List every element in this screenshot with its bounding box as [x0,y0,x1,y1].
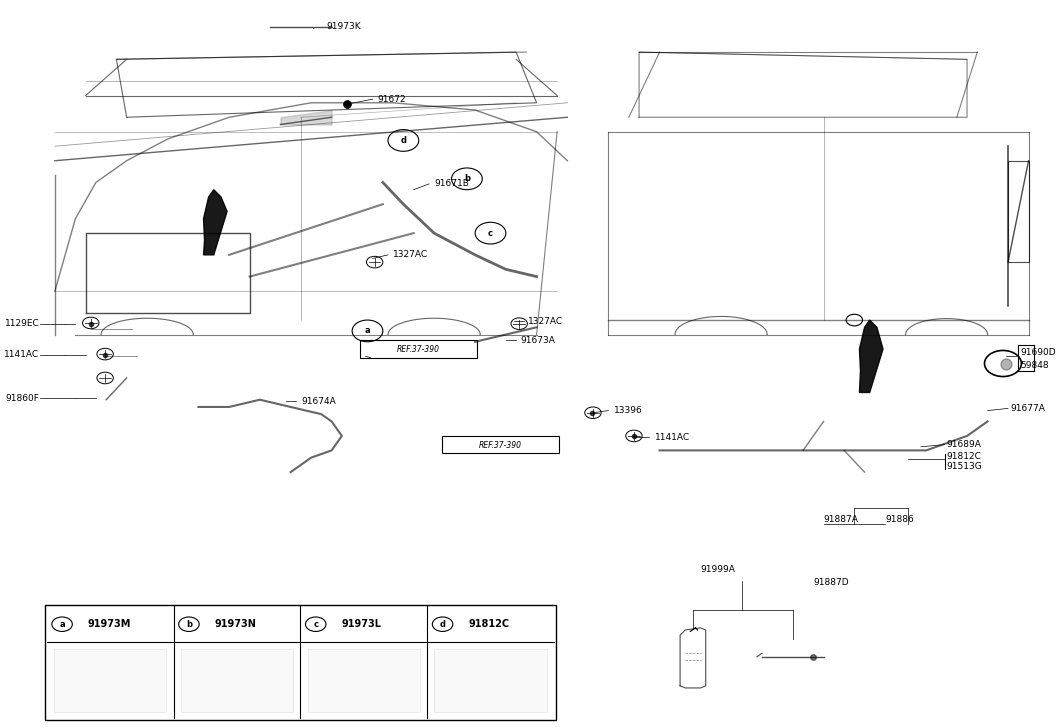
Text: a: a [60,619,65,629]
FancyBboxPatch shape [45,605,556,720]
Text: REF.37-390: REF.37-390 [398,345,440,354]
FancyBboxPatch shape [181,648,293,712]
Text: 91886: 91886 [885,515,914,523]
Text: b: b [186,619,192,629]
Text: b: b [463,174,470,183]
Text: 91999A: 91999A [701,566,736,574]
Text: 91677A: 91677A [1010,404,1045,413]
Text: REF.37-390: REF.37-390 [479,441,522,450]
Text: 91673A: 91673A [520,336,555,345]
Text: 91860F: 91860F [5,394,39,403]
Text: 91973M: 91973M [88,619,131,630]
Text: c: c [314,619,318,629]
Polygon shape [203,190,227,255]
Text: 1141AC: 1141AC [655,433,690,442]
FancyBboxPatch shape [360,340,477,358]
FancyBboxPatch shape [307,648,420,712]
Text: 1327AC: 1327AC [528,317,563,326]
FancyBboxPatch shape [435,648,546,712]
Text: 13396: 13396 [613,406,642,415]
Text: 91973L: 91973L [341,619,382,630]
Text: 91887D: 91887D [813,578,849,587]
FancyBboxPatch shape [54,648,167,712]
Text: d: d [401,136,406,145]
Text: 1129EC: 1129EC [4,319,39,328]
Text: 59848: 59848 [1020,361,1049,370]
Text: 91690D: 91690D [1020,348,1056,357]
FancyBboxPatch shape [442,436,559,454]
Text: 91513G: 91513G [946,462,982,471]
Text: 91973N: 91973N [215,619,256,630]
Text: 91689A: 91689A [946,440,981,449]
Text: 91812C: 91812C [946,451,981,461]
Text: 1141AC: 1141AC [4,350,39,359]
Polygon shape [860,320,883,393]
Text: d: d [440,619,445,629]
Text: 91812C: 91812C [468,619,509,630]
Text: 91674A: 91674A [301,397,336,406]
Text: c: c [488,228,493,238]
Text: 1327AC: 1327AC [393,250,428,260]
Text: 91973K: 91973K [326,23,361,31]
Text: 91672: 91672 [377,95,406,104]
Text: 91671B: 91671B [434,180,469,188]
Text: 91887A: 91887A [824,515,859,523]
Text: a: a [365,326,370,335]
